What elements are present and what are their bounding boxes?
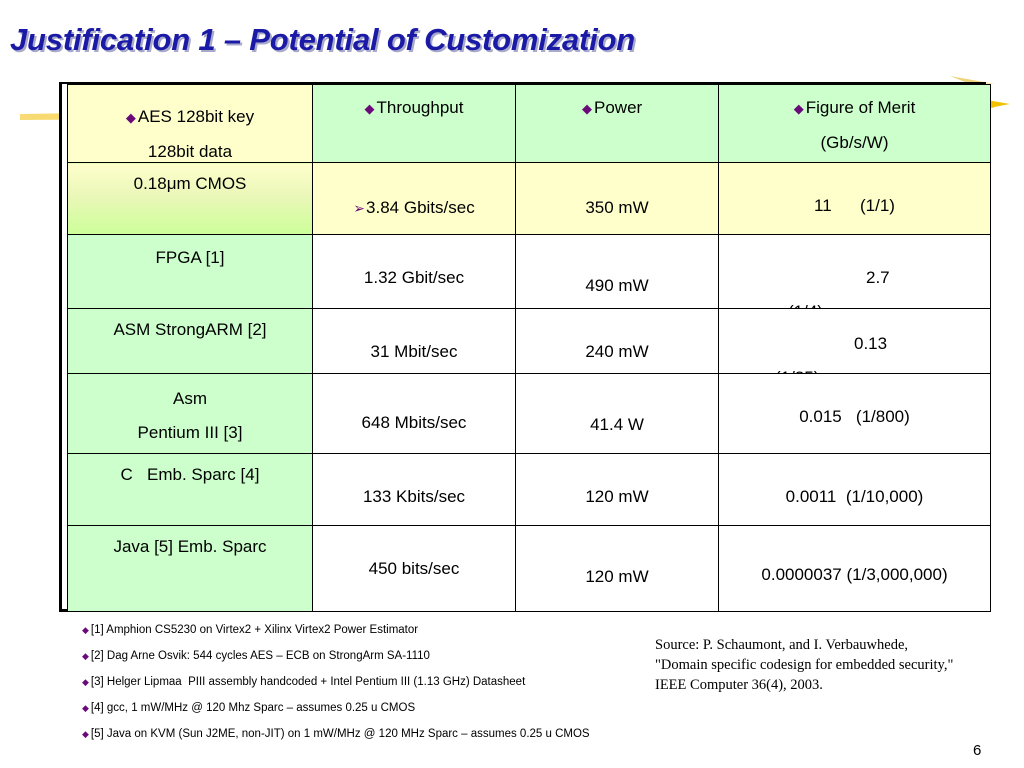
diamond-bullet-icon: ◆ — [82, 729, 89, 739]
table-header-row: ◆ AES 128bit key 128bit data ◆ Throughput … — [67, 84, 991, 163]
table-row: ASM StrongARM [2] 31 Mbit/sec 240 mW 0.1… — [67, 308, 991, 387]
row-label-line2: Pentium III [3] — [137, 423, 243, 442]
footnotes: ◆ [1] Amphion CS5230 on Virtex2 + Xilinx … — [82, 621, 590, 751]
diamond-bullet-icon: ◆ — [82, 651, 89, 661]
table-row: C Emb. Sparc [4] 133 Kbits/sec 120 mW 0.… — [67, 453, 991, 526]
header-cell-power: ◆ Power — [515, 84, 719, 163]
footnote-text: [5] Java on KVM (Sun J2ME, non-JIT) on 1… — [90, 728, 590, 740]
merit-value: 0.0011 (1/10,000) — [785, 487, 924, 506]
table-row: 0.18μm CMOS ➢3.84 Gbits/sec 350 mW 11 (1… — [67, 162, 991, 235]
footnote-item: ◆ [4] gcc, 1 mW/MHz @ 120 Mhz Sparc – ass… — [82, 699, 590, 725]
throughput-value: 133 Kbits/sec — [362, 487, 466, 506]
power-cell: 350 mW — [515, 162, 719, 235]
diamond-bullet-icon: ◆ — [82, 625, 89, 635]
table-row: Asm Pentium III [3] 648 Mbits/sec 41.4 W… — [67, 373, 991, 454]
row-label: C Emb. Sparc [4] — [120, 465, 260, 484]
header-cell-merit: ◆ Figure of Merit (Gb/s/W) — [718, 84, 991, 163]
footnote-item: ◆ [5] Java on KVM (Sun J2ME, non-JIT) on … — [82, 725, 590, 751]
footnote-text: [4] gcc, 1 mW/MHz @ 120 Mhz Sparc – assu… — [90, 702, 416, 714]
row-label: Java [5] Emb. Sparc — [113, 537, 267, 556]
comparison-table: ◆ AES 128bit key 128bit data ◆ Throughput … — [67, 84, 991, 612]
row-label-cell: ASM StrongARM [2] — [67, 308, 313, 374]
row-label: ASM StrongARM [2] — [113, 320, 267, 339]
merit-cell: 0.13 (1/85) — [718, 308, 991, 387]
table-row: FPGA [1] 1.32 Gbit/sec 490 mW 2.7 (1/4) — [67, 234, 991, 321]
row-label-line1: Asm — [173, 389, 207, 408]
throughput-cell: 450 bits/sec — [312, 525, 516, 612]
header-throughput: Throughput — [376, 98, 464, 117]
header-power: Power — [594, 98, 643, 117]
merit-cell: 0.0011 (1/10,000) — [718, 453, 991, 526]
diamond-bullet-icon: ◆ — [364, 101, 375, 116]
power-value: 120 mW — [585, 487, 649, 506]
header-aes-line2: 128bit data — [147, 142, 233, 161]
page-number: 6 — [973, 742, 982, 759]
row-label: FPGA [1] — [155, 248, 225, 267]
footnote-item: ◆ [3] Helger Lipmaa PIII assembly handcod… — [82, 673, 590, 699]
power-value: 490 mW — [585, 276, 649, 295]
source-line3: IEEE Computer 36(4), 2003. — [655, 677, 823, 693]
merit-value: 0.0000037 (1/3,000,000) — [761, 565, 948, 584]
power-value: 350 mW — [585, 198, 649, 217]
row-label-cell: 0.18μm CMOS — [67, 162, 313, 235]
header-cell-aes: ◆ AES 128bit key 128bit data — [67, 84, 313, 163]
throughput-value: 450 bits/sec — [368, 559, 460, 578]
row-label-cell: Java [5] Emb. Sparc — [67, 525, 313, 612]
power-cell: 490 mW — [515, 234, 719, 309]
merit-cell: 0.015 (1/800) — [718, 373, 991, 454]
merit-value: 0.015 (1/800) — [799, 407, 910, 426]
power-value: 240 mW — [585, 342, 649, 361]
footnote-text: [2] Dag Arne Osvik: 544 cycles AES – ECB… — [90, 650, 430, 662]
footnote-text: [3] Helger Lipmaa PIII assembly handcode… — [90, 676, 526, 688]
footnote-text: [1] Amphion CS5230 on Virtex2 + Xilinx V… — [90, 624, 419, 636]
power-cell: 120 mW — [515, 525, 719, 612]
throughput-cell: 1.32 Gbit/sec — [312, 234, 516, 309]
row-label-cell: FPGA [1] — [67, 234, 313, 309]
source-line1: Source: P. Schaumont, and I. Verbauwhede… — [655, 637, 909, 653]
row-label-cell: C Emb. Sparc [4] — [67, 453, 313, 526]
power-cell: 41.4 W — [515, 373, 719, 454]
footnote-item: ◆ [1] Amphion CS5230 on Virtex2 + Xilinx … — [82, 621, 590, 647]
throughput-value: 1.32 Gbit/sec — [363, 268, 465, 287]
header-merit-line2: (Gb/s/W) — [820, 133, 889, 152]
merit-cell: 0.0000037 (1/3,000,000) — [718, 525, 991, 612]
source-line2: "Domain specific codesign for embedded s… — [655, 657, 954, 673]
merit-cell: 11 (1/1) — [718, 162, 991, 235]
diamond-bullet-icon: ◆ — [125, 110, 136, 125]
source-citation: Source: P. Schaumont, and I. Verbauwhede… — [655, 635, 1015, 695]
throughput-cell: ➢3.84 Gbits/sec — [312, 162, 516, 235]
throughput-cell: 133 Kbits/sec — [312, 453, 516, 526]
power-cell: 120 mW — [515, 453, 719, 526]
throughput-value: 648 Mbits/sec — [361, 413, 467, 432]
diamond-bullet-icon: ◆ — [82, 677, 89, 687]
throughput-value: 3.84 Gbits/sec — [366, 198, 475, 217]
diamond-bullet-icon: ◆ — [582, 101, 592, 116]
slide-title: Justification 1 – Potential of Customiza… — [10, 22, 636, 57]
merit-cell: 2.7 (1/4) — [718, 234, 991, 321]
merit-value: 11 (1/1) — [814, 196, 895, 215]
footnote-item: ◆ [2] Dag Arne Osvik: 544 cycles AES – EC… — [82, 647, 590, 673]
header-merit-line1: Figure of Merit — [805, 98, 916, 117]
power-cell: 240 mW — [515, 308, 719, 374]
power-value: 41.4 W — [590, 415, 644, 434]
diamond-bullet-icon: ◆ — [793, 101, 804, 116]
throughput-cell: 31 Mbit/sec — [312, 308, 516, 374]
table-row: Java [5] Emb. Sparc 450 bits/sec 120 mW … — [67, 525, 991, 612]
diamond-bullet-icon: ◆ — [82, 703, 89, 713]
power-value: 120 mW — [585, 567, 649, 586]
row-label-cell: Asm Pentium III [3] — [67, 373, 313, 454]
header-aes-line1: AES 128bit key — [137, 107, 255, 126]
throughput-cell: 648 Mbits/sec — [312, 373, 516, 454]
merit-value: 2.7 — [866, 268, 890, 287]
throughput-value: 31 Mbit/sec — [370, 342, 458, 361]
merit-value: 0.13 — [854, 334, 888, 353]
arrow-bullet-icon: ➢ — [353, 200, 366, 216]
header-cell-throughput: ◆ Throughput — [312, 84, 516, 163]
row-label: 0.18μm CMOS — [133, 174, 247, 193]
